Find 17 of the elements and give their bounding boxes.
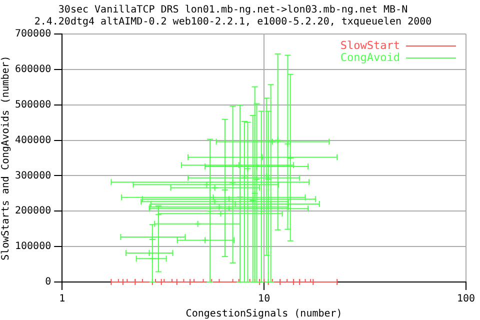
y-tick-label: 100000 bbox=[15, 241, 52, 252]
y-tick-label: 200000 bbox=[15, 206, 52, 217]
y-tick-label: 0 bbox=[45, 276, 52, 288]
x-tick-label: 10 bbox=[258, 294, 270, 305]
legend-label: SlowStart bbox=[340, 38, 400, 52]
x-tick-label: 1 bbox=[59, 294, 66, 305]
y-axis-title: SlowStarts and CongAvoids (number) bbox=[0, 56, 12, 260]
y-tick-label: 600000 bbox=[15, 64, 52, 76]
y-tick-label: 300000 bbox=[15, 170, 52, 182]
legend-label: CongAvoid bbox=[340, 50, 400, 64]
y-tick-label: 400000 bbox=[15, 134, 52, 146]
x-tick-label: 100 bbox=[456, 294, 476, 305]
y-tick-label: 500000 bbox=[15, 99, 52, 110]
y-tick-label: 700000 bbox=[15, 28, 52, 40]
chart-title: 30sec VanillaTCP DRS lon01.mb-ng.net->lon03.mb-ng.net MB-N bbox=[58, 4, 408, 16]
chart-subtitle: 2.4.20dtg4 altAIMD-0.2 web100-2.2.1, e1000-5.2.20, txqueuelen 2000 bbox=[34, 16, 432, 28]
x-axis-title: CongestionSignals (number) bbox=[186, 308, 342, 320]
